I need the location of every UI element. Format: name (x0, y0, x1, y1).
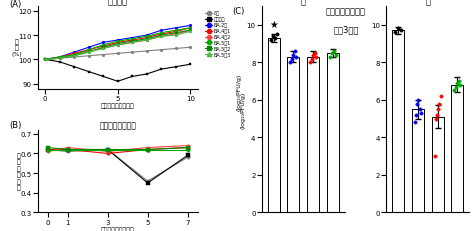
Bar (451, 85, 463, 213)
Point (412, 113, 420, 117)
Point (328, 52, 336, 55)
Title: 鼻: 鼻 (301, 0, 306, 6)
Text: 感染3日後: 感染3日後 (333, 25, 359, 34)
Bar (432, 117, 444, 213)
Point (326, 55, 334, 59)
Point (436, 102, 443, 106)
Text: (B): (B) (9, 120, 21, 129)
Point (288, 58, 296, 61)
Point (416, 108, 423, 112)
Point (271, 37, 278, 41)
Point (411, 121, 419, 125)
Point (417, 112, 425, 115)
Text: (C): (C) (232, 7, 245, 16)
Point (394, 27, 402, 31)
Point (267, 39, 274, 43)
Title: 気道の炎症の指標: 気道の炎症の指標 (99, 121, 136, 130)
Point (332, 54, 340, 57)
Point (306, 61, 314, 65)
Text: 呼吸器ウイルス量: 呼吸器ウイルス量 (326, 7, 366, 16)
Title: 体重変化: 体重変化 (108, 0, 128, 6)
Point (437, 95, 445, 98)
Point (312, 55, 320, 59)
Y-axis label: 最
大
平
気
流
量: 最 大 平 気 流 量 (17, 152, 21, 190)
Point (287, 61, 294, 65)
Point (269, 35, 276, 39)
Point (397, 29, 405, 33)
Point (310, 54, 317, 57)
X-axis label: ウイルス感染後日数: ウイルス感染後日数 (101, 103, 135, 108)
Point (413, 102, 421, 106)
Point (432, 117, 440, 121)
Point (431, 155, 438, 158)
Point (415, 99, 422, 102)
Text: ★: ★ (269, 19, 278, 29)
X-axis label: ウイルス感染後日数: ウイルス感染後日数 (101, 226, 135, 231)
Point (452, 85, 460, 89)
Text: (log₁₀PFU/g): (log₁₀PFU/g) (237, 74, 242, 111)
Legend: δ株, デルタ株, BA.2株, BA.4株1, BA.4株2, BA.5株1, BA.5株2, BA.5株3: δ株, デルタ株, BA.2株, BA.4株1, BA.4株2, BA.5株1,… (203, 9, 233, 60)
Bar (412, 110, 424, 213)
Bar (287, 57, 299, 213)
Point (435, 108, 442, 112)
Bar (307, 57, 319, 213)
Point (455, 80, 463, 84)
Point (292, 55, 300, 59)
Text: (A): (A) (9, 0, 21, 9)
Point (392, 31, 399, 35)
Y-axis label: 体
重
(%): 体 重 (%) (11, 39, 22, 57)
Bar (268, 39, 280, 213)
Bar (392, 31, 404, 213)
Point (330, 50, 337, 54)
Point (290, 54, 297, 57)
Point (291, 50, 299, 54)
Point (273, 33, 281, 37)
Point (308, 58, 316, 61)
Y-axis label: (log₁₀PFU/g): (log₁₀PFU/g) (240, 91, 245, 128)
Point (311, 52, 319, 55)
Bar (327, 54, 339, 213)
Title: 肺: 肺 (425, 0, 430, 6)
Point (451, 89, 458, 93)
Point (433, 113, 441, 117)
Point (454, 82, 461, 85)
Point (456, 84, 464, 87)
